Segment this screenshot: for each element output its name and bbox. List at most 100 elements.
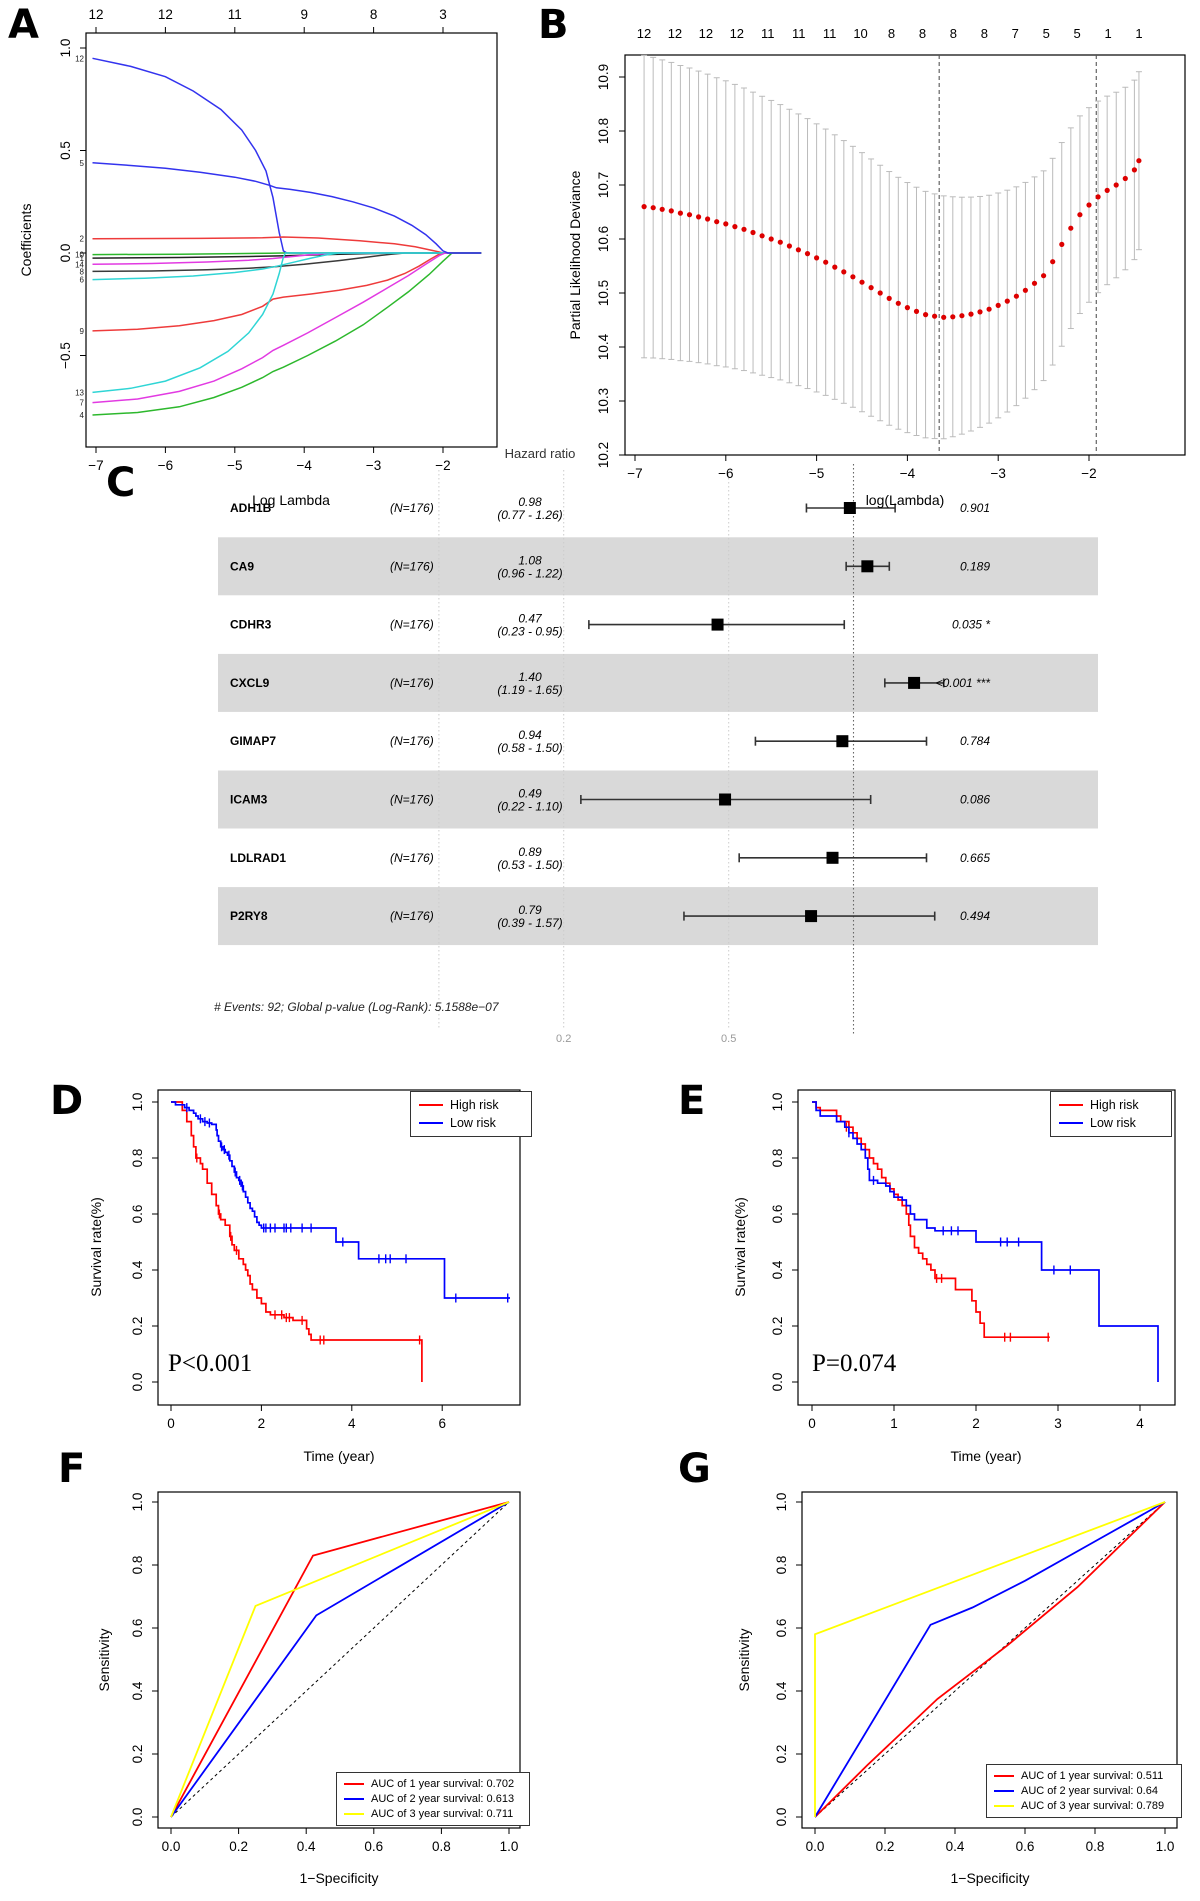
svg-text:0.8: 0.8 <box>432 1839 451 1854</box>
svg-text:0.5: 0.5 <box>58 141 73 160</box>
svg-text:0.2: 0.2 <box>130 1317 145 1336</box>
svg-text:0.47: 0.47 <box>518 612 543 626</box>
svg-text:0.0: 0.0 <box>774 1808 789 1827</box>
svg-text:10.2: 10.2 <box>596 442 611 468</box>
panel-a-xlabel: Log Lambda <box>252 492 330 508</box>
lasso-coefficient-plot: −712−612−511−49−38−231.00.50.0−0.5122101… <box>58 7 498 473</box>
svg-text:0.2: 0.2 <box>556 1033 571 1045</box>
svg-text:10.8: 10.8 <box>596 118 611 144</box>
low-risk-line-swatch <box>419 1122 443 1124</box>
svg-text:10.5: 10.5 <box>596 280 611 306</box>
svg-text:10: 10 <box>75 251 84 260</box>
panel-f-ylabel: Sensitivity <box>96 1628 112 1692</box>
legend-item-low-risk: Low risk <box>419 1116 523 1130</box>
forest-row-ca9: CA9 (N=176) 1.08(0.96 - 1.22) 0.189 <box>230 553 990 580</box>
svg-text:0.2: 0.2 <box>130 1745 145 1764</box>
svg-text:8: 8 <box>981 26 988 41</box>
svg-text:1.0: 1.0 <box>774 1493 789 1512</box>
roc-legend-train: AUC of 1 year survival: 0.702 AUC of 2 y… <box>336 1772 530 1826</box>
svg-text:0.6: 0.6 <box>1016 1839 1035 1854</box>
forest-row-adh1b: ADH1B (N=176) 0.98(0.77 - 1.26) 0.901 <box>230 495 990 522</box>
svg-text:12: 12 <box>699 26 713 41</box>
auc-2yr-line-swatch <box>994 1790 1014 1792</box>
forest-plot: ADH1B (N=176) 0.98(0.77 - 1.26) 0.901 CA9 (N=… <box>218 464 1098 1045</box>
panel-label-b: B <box>538 2 570 48</box>
svg-text:ADH1B: ADH1B <box>230 501 272 515</box>
svg-text:−5: −5 <box>809 466 824 481</box>
svg-text:0.0: 0.0 <box>130 1808 145 1827</box>
svg-text:−6: −6 <box>718 466 733 481</box>
svg-text:0.4: 0.4 <box>770 1260 785 1279</box>
panel-d-xlabel: Time (year) <box>303 1448 375 1464</box>
svg-text:4: 4 <box>80 411 85 420</box>
svg-text:0.8: 0.8 <box>1086 1839 1105 1854</box>
forest-row-cdhr3: CDHR3 (N=176) 0.47(0.23 - 0.95) 0.035 * <box>230 612 990 639</box>
panel-g-ylabel: Sensitivity <box>736 1628 752 1692</box>
forest-row-icam3: ICAM3 (N=176) 0.49(0.22 - 1.10) 0.086 <box>230 787 990 814</box>
svg-text:<0.001 ***: <0.001 *** <box>936 676 991 690</box>
svg-text:5: 5 <box>1043 26 1050 41</box>
svg-text:−4: −4 <box>296 458 312 473</box>
svg-text:−2: −2 <box>1081 466 1096 481</box>
svg-text:12: 12 <box>158 7 173 22</box>
svg-text:7: 7 <box>80 399 85 408</box>
roc-curve <box>170 1501 510 1818</box>
roc-plot-train: 0.0 0.2 0.4 0.6 0.8 1.0 0.0 0.2 0.4 0.6 0.8 1.0 <box>130 1491 521 1854</box>
panel-a-ylabel: Coefficients <box>18 203 34 277</box>
svg-text:8: 8 <box>80 267 85 276</box>
svg-text:8: 8 <box>950 26 957 41</box>
km-legend-train: High risk Low risk <box>410 1091 532 1137</box>
svg-text:(N=176): (N=176) <box>390 734 434 748</box>
reference-diagonal <box>170 1501 510 1818</box>
legend-item-low-risk: Low risk <box>1059 1116 1163 1130</box>
km-legend-validation: High risk Low risk <box>1050 1091 1172 1137</box>
svg-text:10.7: 10.7 <box>596 172 611 198</box>
panel-e-ylabel: Survival rate(%) <box>732 1197 748 1297</box>
auc-2yr-line-swatch <box>344 1798 364 1800</box>
roc-legend-validation: AUC of 1 year survival: 0.511 AUC of 2 y… <box>986 1764 1182 1818</box>
svg-text:(N=176): (N=176) <box>390 793 434 807</box>
svg-text:(N=176): (N=176) <box>390 501 434 515</box>
legend-label: Low risk <box>1090 1116 1136 1130</box>
km-curve <box>812 1101 1159 1382</box>
svg-text:5: 5 <box>1074 26 1081 41</box>
legend-label: AUC of 2 year survival: 0.613 <box>371 1793 515 1805</box>
svg-text:0.6: 0.6 <box>130 1205 145 1224</box>
legend-item-auc-2yr: AUC of 2 year survival: 0.64 <box>994 1785 1174 1797</box>
forest-title: Hazard ratio <box>504 446 576 461</box>
svg-text:(0.39 - 1.57): (0.39 - 1.57) <box>497 916 562 930</box>
svg-text:−0.5: −0.5 <box>58 342 73 369</box>
svg-text:0.086: 0.086 <box>960 793 990 807</box>
panel-label-c: C <box>106 460 137 506</box>
svg-text:0.6: 0.6 <box>130 1619 145 1638</box>
low-risk-line-swatch <box>1059 1122 1083 1124</box>
svg-text:−4: −4 <box>900 466 916 481</box>
svg-text:P2RY8: P2RY8 <box>230 909 268 923</box>
svg-text:0.4: 0.4 <box>130 1681 145 1700</box>
svg-text:1.0: 1.0 <box>58 39 73 58</box>
error-bars <box>641 54 1142 440</box>
svg-text:1.0: 1.0 <box>500 1839 519 1854</box>
svg-text:−7: −7 <box>88 458 103 473</box>
km-curve <box>171 1101 423 1382</box>
svg-text:−6: −6 <box>158 458 173 473</box>
svg-text:0.8: 0.8 <box>770 1149 785 1168</box>
svg-text:0.2: 0.2 <box>770 1317 785 1336</box>
svg-text:CXCL9: CXCL9 <box>230 676 270 690</box>
svg-text:9: 9 <box>80 327 85 336</box>
svg-text:−3: −3 <box>990 466 1005 481</box>
km-pvalue-validation: P=0.074 <box>812 1350 897 1377</box>
panel-label-a: A <box>8 2 40 48</box>
svg-text:(0.53 - 1.50): (0.53 - 1.50) <box>497 858 562 872</box>
svg-text:0.79: 0.79 <box>518 903 542 917</box>
legend-label: AUC of 3 year survival: 0.789 <box>1021 1800 1165 1812</box>
legend-label: AUC of 1 year survival: 0.702 <box>371 1778 515 1790</box>
auc-3yr-line-swatch <box>344 1813 364 1815</box>
svg-text:0: 0 <box>808 1416 816 1431</box>
svg-text:3: 3 <box>1054 1416 1062 1431</box>
svg-text:0.4: 0.4 <box>774 1681 789 1700</box>
svg-text:13: 13 <box>75 388 84 397</box>
svg-text:1: 1 <box>1135 26 1142 41</box>
